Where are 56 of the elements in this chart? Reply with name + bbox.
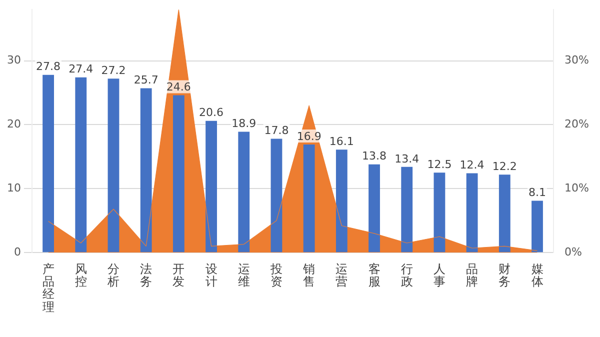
bar	[238, 132, 250, 252]
bar	[140, 88, 152, 252]
bar	[270, 138, 282, 252]
bar	[466, 173, 478, 252]
x-tick-label: 产品经理	[42, 262, 54, 314]
data-label: 16.1	[329, 135, 354, 148]
bar	[368, 164, 380, 252]
x-tick-label: 媒体	[531, 262, 544, 289]
x-tick-label: 客服	[368, 262, 380, 289]
data-label: 13.8	[362, 150, 387, 163]
data-label: 16.9	[296, 130, 322, 143]
data-label: 18.9	[232, 117, 256, 130]
y-tick-label: 0	[14, 245, 21, 258]
bar	[434, 172, 446, 252]
x-tick-label: 人事	[433, 262, 446, 289]
bar	[303, 144, 315, 252]
x-tick-label: 设计	[205, 262, 218, 289]
y-tick-label: 30	[6, 54, 21, 67]
x-tick-label: 风控	[74, 262, 87, 289]
data-label: 8.1	[528, 186, 546, 200]
x-tick-label: 开发	[172, 262, 185, 289]
data-label: 12.5	[427, 158, 452, 172]
x-tick-label: 运维	[238, 262, 250, 289]
y2-tick-label: 0%	[564, 245, 582, 258]
x-tick-label: 品牌	[466, 262, 478, 289]
x-tick-label: 法务	[140, 262, 152, 289]
bar	[401, 166, 413, 252]
y2-tick-label: 30%	[564, 54, 590, 67]
data-label: 13.4	[394, 152, 420, 166]
data-label: 27.2	[101, 64, 126, 78]
bar	[108, 78, 120, 252]
y2-tick-label: 20%	[564, 118, 590, 131]
data-label: 17.8	[264, 124, 289, 138]
x-tick-label: 运营	[336, 262, 348, 289]
x-tick-label: 分析	[106, 262, 120, 289]
bar	[42, 74, 54, 252]
bar	[75, 77, 87, 252]
y-tick-label: 20	[6, 118, 21, 131]
x-tick-label: 销售	[302, 262, 316, 289]
y2-tick-label: 10%	[564, 182, 590, 195]
bar	[498, 174, 510, 252]
x-tick-label: 财务	[498, 262, 511, 289]
data-label: 27.8	[36, 60, 61, 74]
bar	[532, 200, 543, 252]
data-label: 27.4	[68, 62, 94, 76]
x-tick-label: 行政	[400, 262, 413, 289]
data-label: 12.4	[460, 158, 484, 172]
x-tick-label: 投资	[269, 262, 282, 289]
data-label: 24.6	[166, 80, 191, 94]
data-label: 25.7	[134, 74, 158, 87]
bar	[206, 120, 217, 252]
y-tick-label: 10	[6, 182, 21, 195]
data-label: 12.2	[492, 160, 517, 173]
bar	[172, 95, 184, 252]
data-label: 20.6	[199, 106, 224, 120]
bar	[336, 150, 348, 252]
